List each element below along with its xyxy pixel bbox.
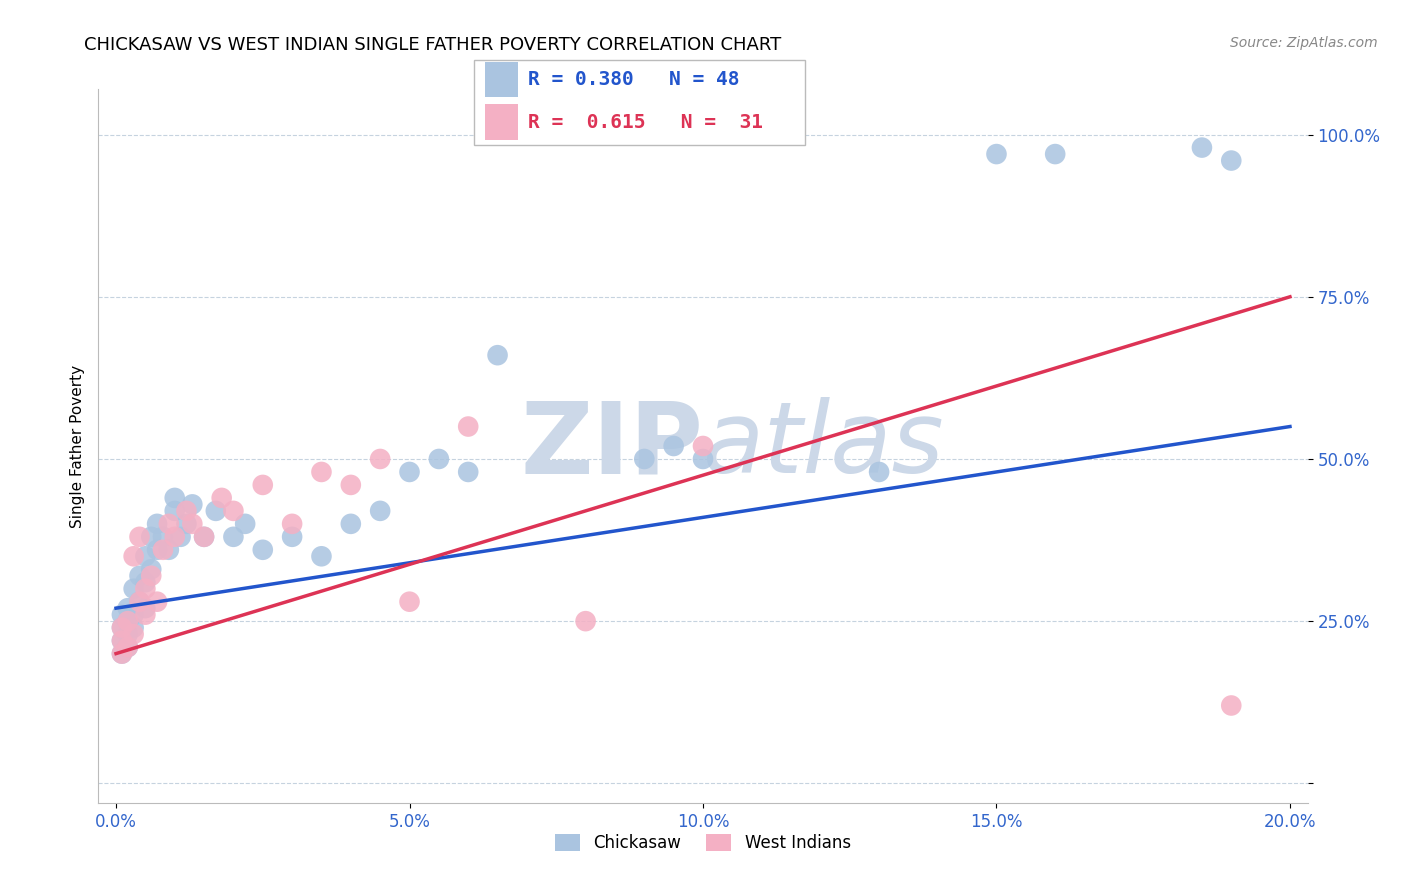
Bar [485, 104, 519, 140]
Text: R =  0.615   N =  31: R = 0.615 N = 31 [529, 112, 763, 132]
Point [152, 530, 174, 544]
Point [141, 562, 163, 576]
Point [111, 621, 134, 635]
Point [117, 640, 139, 654]
Point [368, 452, 391, 467]
Point [633, 452, 655, 467]
Point [233, 516, 256, 531]
Point [340, 478, 363, 492]
Point [163, 504, 186, 518]
Point [152, 542, 174, 557]
Point [169, 530, 191, 544]
Point [176, 504, 198, 518]
Point [117, 601, 139, 615]
Point [193, 530, 215, 544]
Point [141, 530, 163, 544]
Point [117, 614, 139, 628]
Point [281, 516, 304, 531]
Point [176, 516, 198, 531]
Point [122, 582, 145, 596]
Point [141, 568, 163, 582]
Point [163, 530, 186, 544]
Point [111, 633, 134, 648]
Text: R = 0.380   N = 48: R = 0.380 N = 48 [529, 70, 740, 89]
Point [128, 595, 150, 609]
Point [111, 633, 134, 648]
Point [486, 348, 509, 362]
Point [146, 516, 169, 531]
Point [122, 627, 145, 641]
Point [134, 582, 156, 596]
Point [117, 640, 139, 654]
Point [128, 530, 150, 544]
Point [311, 465, 333, 479]
Point [157, 516, 180, 531]
Point [111, 647, 134, 661]
Point [252, 542, 274, 557]
Point [134, 607, 156, 622]
Point [340, 516, 363, 531]
Point [868, 465, 890, 479]
Point [134, 575, 156, 590]
Point [368, 504, 391, 518]
Point [181, 516, 204, 531]
Text: atlas: atlas [703, 398, 945, 494]
Point [193, 530, 215, 544]
Text: Source: ZipAtlas.com: Source: ZipAtlas.com [1230, 36, 1378, 50]
Point [1043, 147, 1066, 161]
Point [146, 595, 169, 609]
Point [111, 621, 134, 635]
Point [692, 439, 714, 453]
Point [122, 621, 145, 635]
Legend: Chickasaw, West Indians: Chickasaw, West Indians [548, 827, 858, 859]
Point [117, 627, 139, 641]
Point [111, 647, 134, 661]
Point [163, 491, 186, 505]
Point [128, 595, 150, 609]
Point [222, 530, 245, 544]
Point [398, 595, 420, 609]
Point [281, 530, 304, 544]
Point [457, 419, 479, 434]
Point [181, 497, 204, 511]
Point [427, 452, 450, 467]
Bar [485, 62, 519, 97]
Point [662, 439, 685, 453]
Point [222, 504, 245, 518]
Text: CHICKASAW VS WEST INDIAN SINGLE FATHER POVERTY CORRELATION CHART: CHICKASAW VS WEST INDIAN SINGLE FATHER P… [84, 36, 782, 54]
Y-axis label: Single Father Poverty: Single Father Poverty [69, 365, 84, 527]
Point [311, 549, 333, 564]
Point [575, 614, 598, 628]
Point [122, 549, 145, 564]
Point [457, 465, 479, 479]
Point [134, 549, 156, 564]
Point [204, 504, 226, 518]
Point [146, 542, 169, 557]
Point [1191, 140, 1213, 154]
Point [122, 607, 145, 622]
Point [986, 147, 1008, 161]
Point [111, 607, 134, 622]
Point [211, 491, 233, 505]
Point [117, 614, 139, 628]
Point [1220, 153, 1243, 168]
Point [157, 542, 180, 557]
Point [134, 601, 156, 615]
Text: ZIP: ZIP [520, 398, 703, 494]
Point [692, 452, 714, 467]
Point [1220, 698, 1243, 713]
Point [398, 465, 420, 479]
Point [252, 478, 274, 492]
Point [128, 568, 150, 582]
FancyBboxPatch shape [474, 60, 806, 145]
